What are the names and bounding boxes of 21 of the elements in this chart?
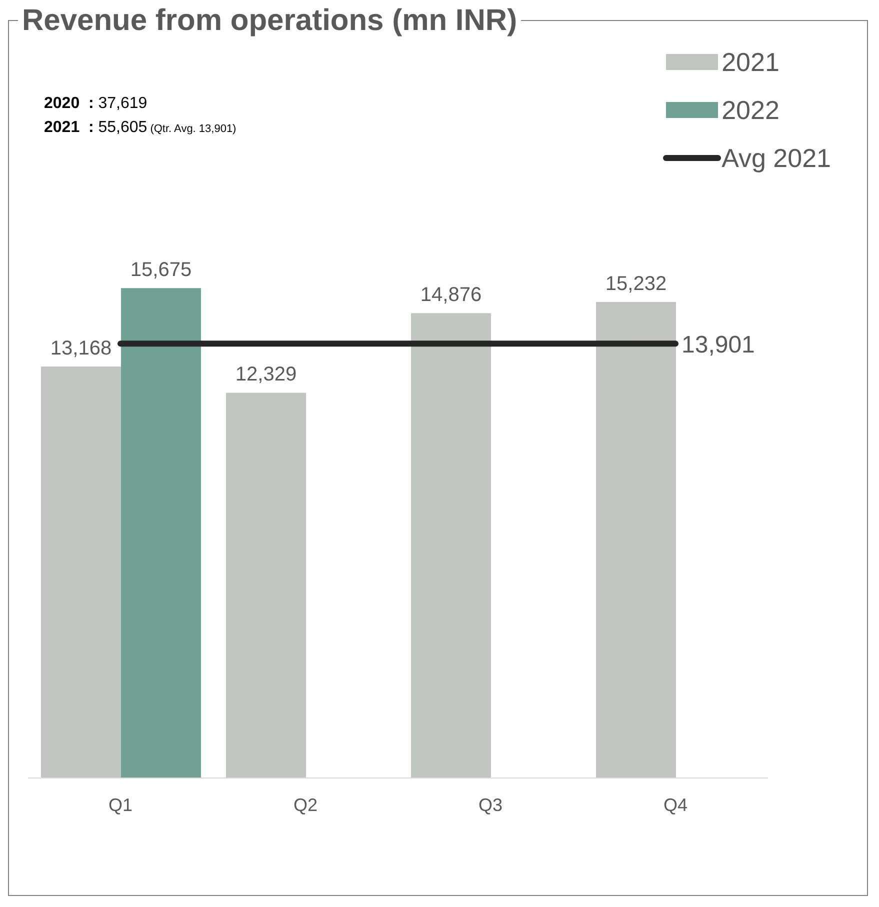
bar (121, 288, 201, 778)
bar (411, 313, 491, 778)
data-label: 12,329 (235, 364, 297, 386)
x-tick-label: Q1 (108, 794, 133, 815)
x-tick-label: Q4 (663, 794, 688, 815)
legend-label: Avg 2021 (722, 142, 831, 174)
data-label: 15,232 (605, 273, 667, 295)
data-label: 14,876 (420, 284, 482, 306)
data-label: 13,901 (682, 332, 755, 359)
data-label: 15,675 (130, 259, 192, 282)
x-tick-label: Q3 (478, 794, 503, 815)
text: 2020 : 37,619 (44, 94, 148, 114)
bar (226, 392, 306, 778)
data-label: 13,168 (50, 338, 112, 360)
legend-label: 2021 (722, 46, 780, 78)
text: 2021 : 55,605 (Qtr. Avg. 13,901) (44, 118, 236, 138)
bar (596, 302, 676, 778)
x-tick-label: Q2 (293, 794, 318, 815)
chart-title: Revenue from operations (mn INR) (18, 4, 522, 38)
bar (41, 366, 121, 778)
legend-label: 2022 (722, 94, 780, 126)
